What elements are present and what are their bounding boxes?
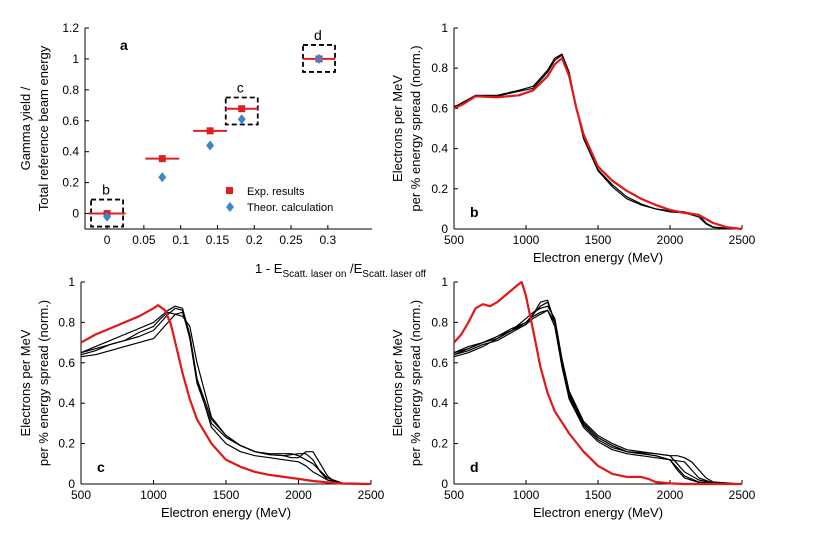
x-tick-label: 0 [104, 233, 111, 247]
x-axis-label: Electron energy (MeV) [533, 250, 663, 265]
x-tick-label: 2000 [657, 488, 684, 502]
theory-point [206, 140, 215, 151]
x-axis-label: Electron energy (MeV) [533, 505, 663, 520]
y-tick-label: 0.4 [58, 396, 75, 410]
y-tick-label: 0.8 [62, 83, 79, 97]
y-tick-label: 1 [441, 275, 448, 289]
y-tick-label: 0 [68, 477, 75, 491]
legend-exp-marker [226, 187, 233, 194]
x-tick-label: 1000 [513, 488, 540, 502]
y-tick-label: 0.8 [58, 315, 75, 329]
y-tick-label: 1 [441, 21, 448, 35]
spectrum-line-shot-2 [453, 54, 743, 230]
y-tick-label: 1.2 [62, 21, 79, 35]
y-tick-label: 0 [441, 477, 448, 491]
x-tick-label: 1000 [140, 488, 167, 502]
y-axis-label: Electrons per MeV [18, 329, 33, 436]
x-tick-label: 1000 [513, 233, 540, 247]
y-axis-label: Electrons per MeV [390, 329, 405, 436]
spectrum-line-shot-1 [453, 53, 743, 230]
spectrum-line-shot-1 [80, 307, 372, 485]
panel-label-b: b [470, 204, 479, 220]
x-tick-label: 0.3 [320, 233, 337, 247]
x-tick-label: 0.05 [132, 233, 156, 247]
x-axis-label: Electron energy (MeV) [161, 505, 291, 520]
y-tick-label: 0.4 [431, 142, 448, 156]
x-tick-label: 1500 [585, 233, 612, 247]
x-tick-label: 2500 [729, 233, 756, 247]
y-axis-label: per % energy spread (norm.) [408, 300, 423, 466]
x-tick-label: 0.1 [172, 233, 189, 247]
theory-point [315, 53, 324, 64]
y-tick-label: 0.2 [431, 437, 448, 451]
y-axis-label: per % energy spread (norm.) [408, 45, 423, 211]
legend-theory-label: Theor. calculation [247, 202, 333, 214]
legend-exp-label: Exp. results [247, 186, 305, 198]
y-tick-label: 0.4 [62, 145, 79, 159]
spectrum-line-reference [453, 57, 743, 231]
x-tick-label: 0.2 [246, 233, 263, 247]
panel-b-spectrum: 500 1000 1500 2000 2500 0 0.2 0.4 0.6 0.8 1 Electro… [390, 21, 756, 265]
y-axis-label: Electrons per MeV [390, 75, 405, 182]
panel-a-gamma-yield: 0 0.05 0.1 0.15 0.2 0.25 0.3 0 0.2 0.4 0.6 0.8 1 1.2 G… [18, 21, 426, 280]
spectrum-line-shot-3 [453, 305, 743, 485]
theory-point [158, 172, 167, 183]
annotation-label-b: b [102, 182, 110, 198]
spectrum-line-shot-4 [80, 311, 372, 485]
x-tick-label: 2000 [285, 488, 312, 502]
y-tick-label: 0.2 [62, 176, 79, 190]
y-axis-label: per % energy spread (norm.) [36, 300, 51, 466]
y-axis-label: Gamma yield / [18, 86, 33, 170]
exp-point [206, 127, 214, 135]
annotation-label-c: c [237, 79, 244, 95]
x-tick-label: 0.25 [279, 233, 303, 247]
y-tick-label: 0.6 [58, 356, 75, 370]
spectrum-line-shot-2 [453, 299, 743, 485]
y-tick-label: 0.2 [58, 437, 75, 451]
theory-point [237, 114, 246, 125]
exp-point [158, 155, 166, 163]
panel-c-spectrum: 500 1000 1500 2000 2500 0 0.2 0.4 0.6 0.8 1 Electro… [18, 275, 385, 520]
panel-d-spectrum: 500 1000 1500 2000 2500 0 0.2 0.4 0.6 0.8 1 Electro… [390, 275, 756, 520]
spectrum-line-shot-4 [453, 309, 743, 485]
y-tick-label: 0.6 [431, 101, 448, 115]
x-tick-label: 2500 [729, 488, 756, 502]
x-tick-label: 2500 [358, 488, 385, 502]
x-tick-label: 500 [71, 488, 91, 502]
panel-label-d: d [470, 459, 479, 475]
y-tick-label: 0.4 [431, 396, 448, 410]
x-tick-label: 500 [444, 233, 464, 247]
spectrum-line-reference [453, 280, 742, 486]
x-tick-label: 1500 [585, 488, 612, 502]
x-tick-label: 1500 [213, 488, 240, 502]
y-tick-label: 0.6 [431, 356, 448, 370]
spectrum-line-shot-3 [80, 305, 372, 485]
y-tick-label: 0.8 [431, 61, 448, 75]
y-tick-label: 1 [68, 275, 75, 289]
spectrum-line-shot-1 [453, 301, 743, 485]
y-tick-label: 0 [441, 222, 448, 236]
x-tick-label: 0.15 [206, 233, 230, 247]
y-tick-label: 0.6 [62, 114, 79, 128]
x-tick-label: 2000 [657, 233, 684, 247]
theory-point [103, 211, 112, 222]
y-tick-label: 1 [72, 52, 79, 66]
exp-point [238, 105, 246, 113]
x-tick-label: 500 [444, 488, 464, 502]
annotation-box-c [224, 96, 259, 126]
panel-label-a: a [120, 37, 128, 53]
x-axis-label: 1 - EScatt. laser on /EScatt. laser off [255, 261, 426, 280]
y-tick-label: 0.8 [431, 315, 448, 329]
panel-label-c: c [97, 459, 105, 475]
spectrum-line-shot-5 [453, 309, 743, 485]
legend-theory-marker [226, 202, 234, 212]
y-tick-label: 0 [72, 207, 79, 221]
spectrum-line-reference [80, 304, 372, 486]
y-axis-label: Total reference beam energy [36, 45, 51, 211]
y-tick-label: 0.2 [431, 182, 448, 196]
annotation-label-d: d [314, 27, 322, 43]
